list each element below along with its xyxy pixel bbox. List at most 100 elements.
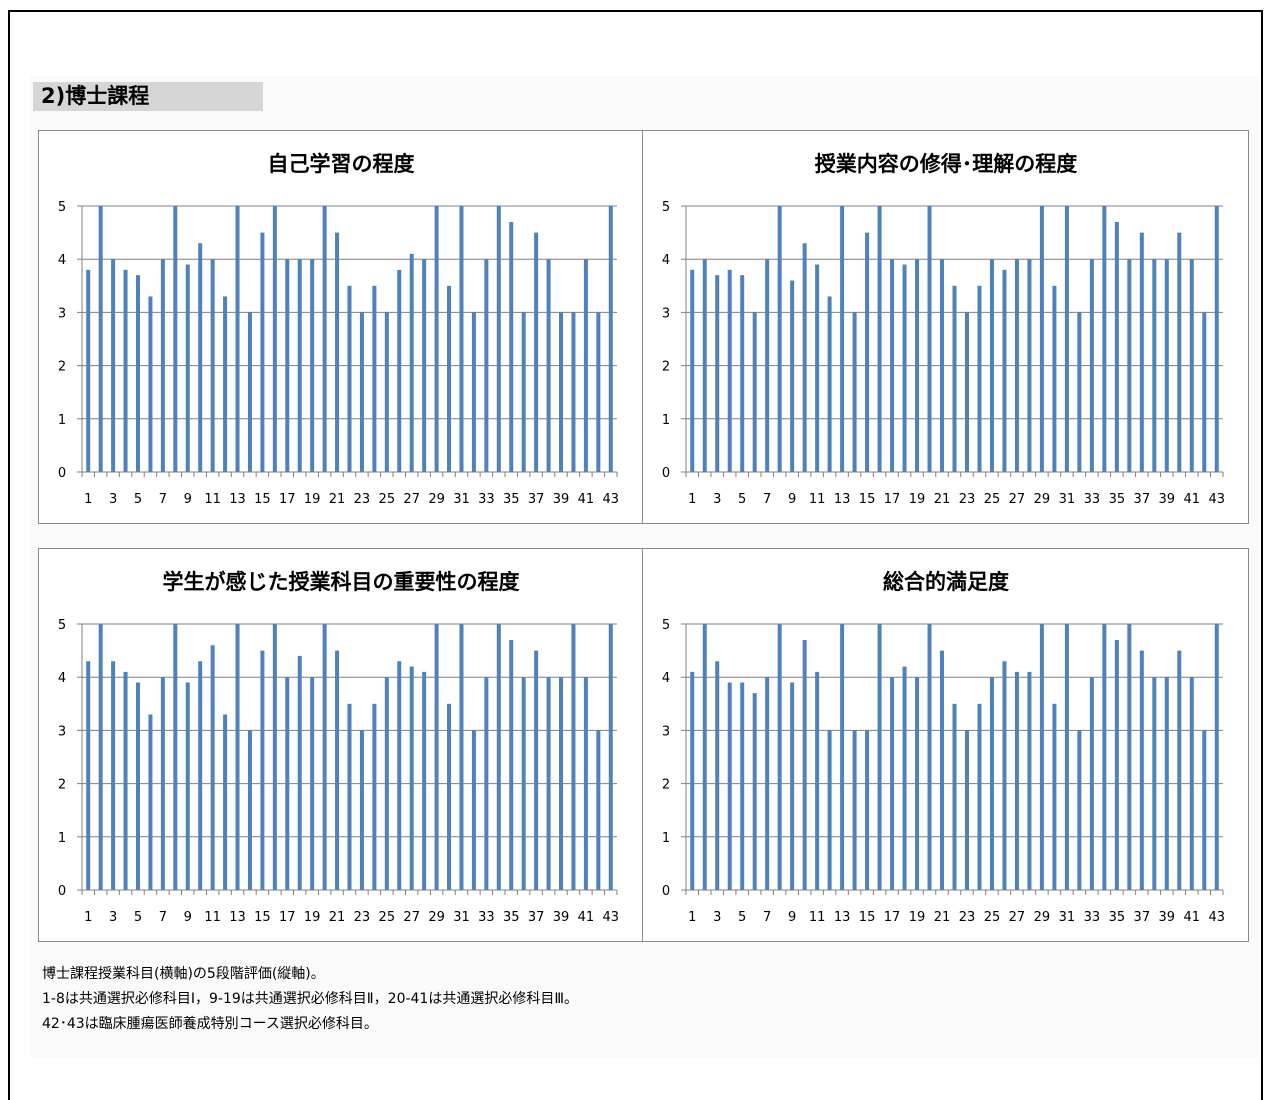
bar — [198, 243, 203, 472]
x-tick-label: 13 — [229, 910, 246, 925]
bar — [223, 714, 228, 890]
page-frame — [8, 10, 1263, 1100]
bar — [534, 650, 539, 890]
y-tick-label: 3 — [662, 306, 670, 321]
x-tick-label: 37 — [1134, 910, 1151, 925]
bar — [1139, 232, 1144, 472]
bar — [546, 259, 551, 472]
bar — [952, 703, 957, 890]
bar — [409, 253, 414, 472]
bar — [690, 269, 695, 472]
chart-title: 総合的満足度 — [883, 570, 1009, 594]
x-tick-label: 15 — [254, 492, 271, 507]
bar — [546, 677, 551, 890]
bar — [310, 259, 315, 472]
x-tick-label: 19 — [304, 910, 321, 925]
y-tick-label: 1 — [662, 831, 670, 846]
bar — [1052, 285, 1057, 472]
bar — [815, 264, 820, 472]
bar — [148, 714, 153, 890]
x-tick-label: 1 — [688, 910, 696, 925]
bar — [1064, 624, 1069, 890]
bar — [702, 624, 707, 890]
x-tick-label: 43 — [603, 492, 620, 507]
bar — [571, 624, 576, 890]
chart-title: 学生が感じた授業科目の重要性の程度 — [163, 570, 520, 594]
y-tick-label: 5 — [662, 618, 670, 633]
x-tick-label: 41 — [578, 492, 595, 507]
x-tick-label: 21 — [329, 492, 346, 507]
bar — [977, 285, 982, 472]
bar — [865, 730, 870, 890]
x-tick-label: 9 — [788, 492, 796, 507]
bar — [1152, 259, 1157, 472]
y-tick-label: 3 — [662, 724, 670, 739]
y-tick-label: 3 — [58, 724, 66, 739]
bar — [372, 285, 377, 472]
x-tick-label: 5 — [738, 492, 746, 507]
bar — [964, 730, 969, 890]
y-tick-label: 5 — [58, 200, 66, 215]
x-tick-label: 17 — [279, 910, 296, 925]
bar — [1077, 312, 1082, 472]
bar — [777, 624, 782, 890]
bar — [840, 624, 845, 890]
x-tick-label: 1 — [84, 910, 92, 925]
bar — [434, 624, 439, 890]
bar — [247, 312, 252, 472]
bar — [447, 703, 452, 890]
bar — [852, 312, 857, 472]
bar — [777, 206, 782, 472]
x-tick-label: 23 — [354, 910, 371, 925]
bar — [534, 232, 539, 472]
bar — [865, 232, 870, 472]
bar — [596, 730, 601, 890]
x-tick-label: 33 — [1084, 910, 1101, 925]
bar — [397, 269, 402, 472]
x-tick-label: 23 — [354, 492, 371, 507]
bar — [890, 677, 895, 890]
bar — [977, 703, 982, 890]
bar — [459, 624, 464, 890]
x-tick-label: 11 — [809, 492, 826, 507]
y-tick-label: 2 — [662, 778, 670, 793]
x-tick-label: 31 — [453, 492, 470, 507]
bar — [989, 259, 994, 472]
x-tick-label: 3 — [109, 492, 117, 507]
y-tick-label: 5 — [58, 618, 66, 633]
bar — [1102, 206, 1107, 472]
x-tick-label: 17 — [279, 492, 296, 507]
chart-self-study: 自己学習の程度 0 1 2 3 4 5 1 3 5 7 9 11 13 15 17 19 21 23 25 27 29 31… — [38, 130, 643, 524]
bar — [571, 312, 576, 472]
y-tick-label: 0 — [58, 466, 66, 481]
bar — [247, 730, 252, 890]
x-tick-label: 19 — [909, 910, 926, 925]
bar — [902, 264, 907, 472]
bar — [372, 703, 377, 890]
bar — [347, 703, 352, 890]
bar — [198, 661, 203, 890]
bar — [1114, 639, 1119, 890]
bar — [185, 264, 190, 472]
x-tick-label: 9 — [184, 492, 192, 507]
x-tick-label: 43 — [603, 910, 620, 925]
bar — [802, 243, 807, 472]
bar — [877, 624, 882, 890]
bar — [135, 275, 140, 472]
bar — [840, 206, 845, 472]
y-tick-label: 3 — [58, 306, 66, 321]
bar — [1164, 677, 1169, 890]
bar — [608, 624, 613, 890]
bar — [765, 259, 770, 472]
bar — [123, 269, 128, 472]
notes: 博士課程授業科目(横軸)の5段階評価(縦軸)。 1-8は共通選択必修科目Ⅰ，9-… — [42, 962, 578, 1037]
bar — [915, 677, 920, 890]
bar — [890, 259, 895, 472]
bar — [359, 730, 364, 890]
y-tick-label: 1 — [662, 413, 670, 428]
bar — [496, 206, 501, 472]
bar — [260, 650, 265, 890]
bar — [952, 285, 957, 472]
bar — [471, 312, 476, 472]
x-tick-label: 3 — [713, 492, 721, 507]
